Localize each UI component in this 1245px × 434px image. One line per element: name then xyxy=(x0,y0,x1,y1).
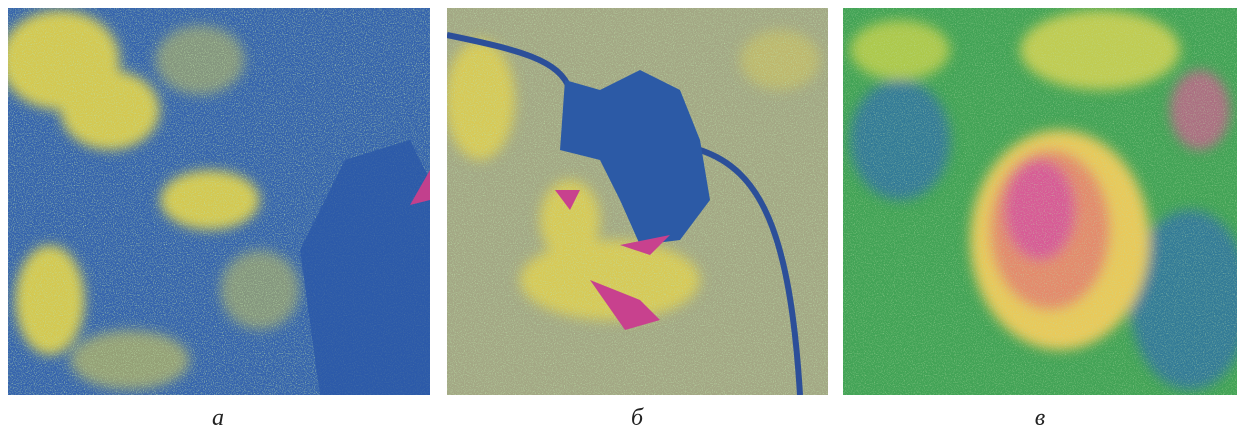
figure: а б в xyxy=(0,0,1245,434)
panel-label: в xyxy=(1035,405,1045,431)
panel-a-image xyxy=(0,8,430,395)
panel-label: а xyxy=(212,405,224,431)
page: а б в (() => { const data = JSON.parse(d… xyxy=(0,0,1245,434)
panel-c-image xyxy=(843,8,1245,395)
panel-label: б xyxy=(631,405,644,431)
panel-b-image xyxy=(445,8,828,395)
